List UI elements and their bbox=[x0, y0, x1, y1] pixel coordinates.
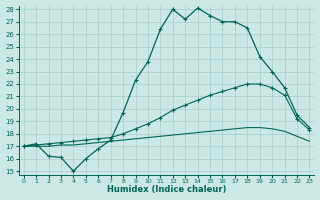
X-axis label: Humidex (Indice chaleur): Humidex (Indice chaleur) bbox=[107, 185, 226, 194]
